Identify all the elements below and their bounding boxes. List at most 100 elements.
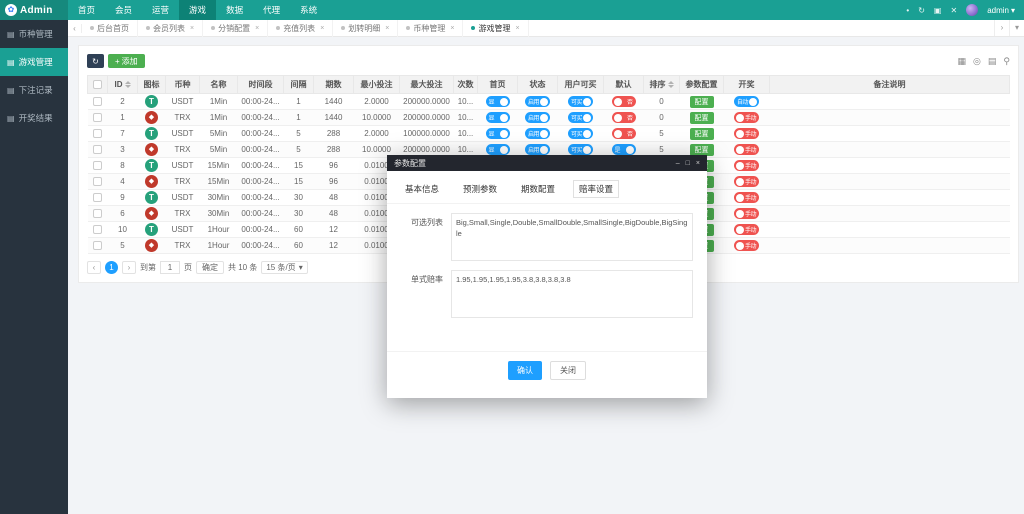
tabs-dropdown-icon[interactable]: ▾ xyxy=(1009,20,1024,36)
draw-switch[interactable]: 手动 xyxy=(733,240,759,251)
refresh-table-button[interactable]: ↻ xyxy=(87,54,104,68)
nav-item-代理[interactable]: 代理 xyxy=(263,5,281,15)
sort-asc-icon[interactable] xyxy=(124,81,131,85)
row-checkbox[interactable] xyxy=(93,241,102,251)
home-switch[interactable]: 显 xyxy=(485,128,510,139)
draw-switch[interactable]: 自动 xyxy=(733,96,759,107)
modal-tab-赔率设置[interactable]: 赔率设置 xyxy=(573,180,620,198)
select-all-checkbox[interactable] xyxy=(93,80,102,90)
jump-confirm-button[interactable]: 确定 xyxy=(196,261,224,274)
notice-icon[interactable]: • xyxy=(906,5,910,15)
nav-item-会员[interactable]: 会员 xyxy=(115,5,133,15)
print-icon[interactable]: ▤ xyxy=(987,56,997,66)
per-page-select[interactable]: 15 条/页 ▾ xyxy=(261,261,308,274)
home-switch[interactable]: 显 xyxy=(485,96,510,107)
add-button[interactable]: + 添加 xyxy=(108,54,145,68)
draw-switch[interactable]: 手动 xyxy=(733,128,759,139)
status-switch[interactable]: 启用 xyxy=(524,112,550,123)
nav-item-系统[interactable]: 系统 xyxy=(300,5,318,15)
page-number-current[interactable]: 1 xyxy=(105,261,118,274)
tab-划转明细[interactable]: 划转明细 × xyxy=(333,19,399,37)
close-button[interactable]: 关闭 xyxy=(550,361,586,380)
tab-close-icon[interactable]: × xyxy=(385,24,390,32)
modal-tab-预测参数[interactable]: 预测参数 xyxy=(463,184,498,194)
sort-asc-icon[interactable] xyxy=(667,81,674,85)
config-button[interactable]: 配置 xyxy=(689,95,714,108)
row-checkbox[interactable] xyxy=(93,193,102,203)
row-checkbox[interactable] xyxy=(93,97,102,107)
draw-switch[interactable]: 手动 xyxy=(733,192,759,203)
buyable-switch[interactable]: 可买 xyxy=(567,112,593,123)
field-input-单式赔率[interactable] xyxy=(451,270,693,318)
nav-item-数据[interactable]: 数据 xyxy=(226,5,244,15)
modal-tab-期数配置[interactable]: 期数配置 xyxy=(521,184,556,194)
status-switch[interactable]: 启用 xyxy=(524,128,550,139)
jump-page-input[interactable] xyxy=(160,261,180,274)
draw-switch[interactable]: 手动 xyxy=(733,224,759,235)
nav-item-游戏[interactable]: 游戏 xyxy=(179,0,217,20)
columns-icon[interactable]: ▦ xyxy=(957,56,967,66)
draw-switch[interactable]: 手动 xyxy=(733,144,759,155)
draw-switch[interactable]: 手动 xyxy=(733,208,759,219)
config-button[interactable]: 配置 xyxy=(689,143,714,156)
sidebar-item-下注记录[interactable]: ▤ 下注记录 xyxy=(0,76,68,104)
user-menu[interactable]: admin ▾ xyxy=(987,6,1015,15)
tab-充值列表[interactable]: 充值列表 × xyxy=(268,19,334,37)
default-switch[interactable]: 否 xyxy=(611,96,636,107)
tab-close-icon[interactable]: × xyxy=(255,24,260,32)
page-next-button[interactable]: › xyxy=(122,261,136,274)
buyable-switch[interactable]: 可买 xyxy=(567,128,593,139)
buyable-switch[interactable]: 可买 xyxy=(567,144,593,155)
close-icon[interactable]: × xyxy=(695,159,700,167)
tab-close-icon[interactable]: × xyxy=(450,24,455,32)
minimize-icon[interactable]: – xyxy=(675,159,680,167)
nav-item-首页[interactable]: 首页 xyxy=(78,5,96,15)
modal-tab-基本信息[interactable]: 基本信息 xyxy=(405,184,440,194)
row-checkbox[interactable] xyxy=(93,145,102,155)
home-switch[interactable]: 显 xyxy=(485,112,510,123)
row-checkbox[interactable] xyxy=(93,209,102,219)
nav-item-运营[interactable]: 运营 xyxy=(152,5,170,15)
draw-switch[interactable]: 手动 xyxy=(733,176,759,187)
tabs-scroll-right[interactable]: › xyxy=(994,20,1009,36)
avatar[interactable] xyxy=(966,4,979,16)
buyable-switch[interactable]: 可买 xyxy=(567,96,593,107)
tab-close-icon[interactable]: × xyxy=(190,24,195,32)
sort-icon[interactable] xyxy=(124,81,131,89)
tab-会员列表[interactable]: 会员列表 × xyxy=(138,19,204,37)
tab-游戏管理[interactable]: 游戏管理 × xyxy=(463,19,529,37)
home-switch[interactable]: 显 xyxy=(485,144,510,155)
sort-desc-icon[interactable] xyxy=(124,85,131,89)
field-input-可选列表[interactable] xyxy=(451,213,693,261)
draw-switch[interactable]: 手动 xyxy=(733,112,759,123)
search-icon[interactable]: ⚲ xyxy=(1003,56,1010,66)
sort-icon[interactable] xyxy=(667,81,674,89)
status-switch[interactable]: 启用 xyxy=(524,96,550,107)
lock-icon[interactable]: ▣ xyxy=(933,5,942,15)
refresh-icon[interactable]: ↻ xyxy=(918,5,925,15)
fullscreen-icon[interactable]: ✕ xyxy=(950,5,958,15)
confirm-button[interactable]: 确认 xyxy=(508,361,542,380)
default-switch[interactable]: 是 xyxy=(611,144,636,155)
tab-close-icon[interactable]: × xyxy=(515,24,520,32)
config-button[interactable]: 配置 xyxy=(689,111,714,124)
tab-币种管理[interactable]: 币种管理 × xyxy=(398,19,464,37)
config-button[interactable]: 配置 xyxy=(689,127,714,140)
tabs-scroll-left[interactable]: ‹ xyxy=(68,23,82,33)
export-icon[interactable]: ◎ xyxy=(973,56,981,66)
sort-desc-icon[interactable] xyxy=(667,85,674,89)
sidebar-item-币种管理[interactable]: ▤ 币种管理 xyxy=(0,20,68,48)
default-switch[interactable]: 否 xyxy=(611,112,636,123)
modal-titlebar[interactable]: 参数配置 – □ × xyxy=(387,155,707,171)
default-switch[interactable]: 否 xyxy=(611,128,636,139)
tab-分销配置[interactable]: 分销配置 × xyxy=(203,19,269,37)
maximize-icon[interactable]: □ xyxy=(685,159,690,167)
row-checkbox[interactable] xyxy=(93,161,102,171)
row-checkbox[interactable] xyxy=(93,129,102,139)
page-prev-button[interactable]: ‹ xyxy=(87,261,101,274)
sidebar-item-游戏管理[interactable]: ▤ 游戏管理 xyxy=(0,48,68,76)
row-checkbox[interactable] xyxy=(93,177,102,187)
row-checkbox[interactable] xyxy=(93,113,102,123)
tab-close-icon[interactable]: × xyxy=(320,24,325,32)
draw-switch[interactable]: 手动 xyxy=(733,160,759,171)
